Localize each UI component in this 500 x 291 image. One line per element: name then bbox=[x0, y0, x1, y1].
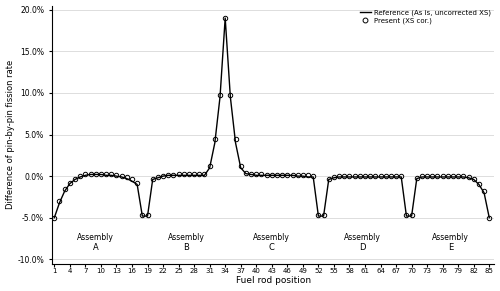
Text: Assembly: Assembly bbox=[78, 233, 114, 242]
Text: D: D bbox=[359, 243, 366, 252]
Text: Assembly: Assembly bbox=[254, 233, 290, 242]
X-axis label: Fuel rod position: Fuel rod position bbox=[236, 276, 310, 285]
Text: C: C bbox=[269, 243, 274, 252]
Text: B: B bbox=[184, 243, 190, 252]
Y-axis label: Difference of pin-by-pin fission rate: Difference of pin-by-pin fission rate bbox=[6, 60, 15, 209]
Text: Assembly: Assembly bbox=[344, 233, 381, 242]
Legend: Reference (As is, uncorrected XS), Present (XS cor.): Reference (As is, uncorrected XS), Prese… bbox=[360, 9, 491, 24]
Text: A: A bbox=[93, 243, 98, 252]
Text: E: E bbox=[448, 243, 453, 252]
Text: Assembly: Assembly bbox=[432, 233, 469, 242]
Text: Assembly: Assembly bbox=[168, 233, 205, 242]
